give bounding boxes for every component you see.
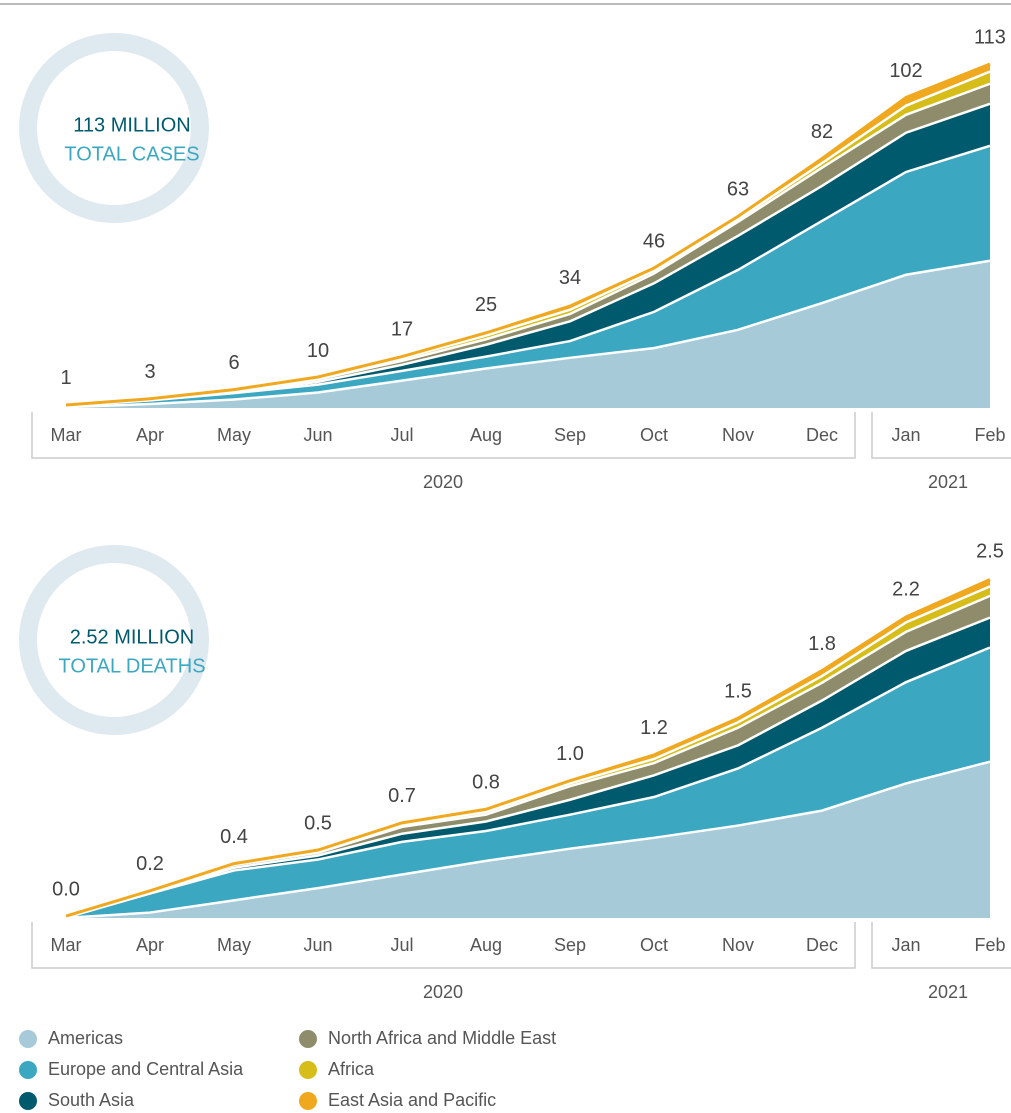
x-tick-label: Jan <box>891 425 920 445</box>
data-label: 25 <box>475 294 497 316</box>
x-group-label: 2020 <box>423 472 463 492</box>
x-tick-label: Jul <box>390 935 413 955</box>
legend-swatch <box>299 1061 317 1079</box>
area-edge <box>65 760 991 920</box>
area <box>66 103 990 406</box>
legend-label: Americas <box>48 1028 123 1048</box>
area-edge <box>65 646 991 919</box>
data-label: 0.4 <box>220 826 248 848</box>
legend-label: North Africa and Middle East <box>328 1028 556 1048</box>
x-tick-label: Feb <box>974 935 1005 955</box>
badge-line: TOTAL CASES <box>64 143 199 165</box>
x-group-bracket <box>871 412 1011 459</box>
x-tick-label: Aug <box>470 425 502 445</box>
badge-line: TOTAL DEATHS <box>58 655 205 677</box>
data-label: 34 <box>559 267 581 289</box>
x-group-bracket <box>31 412 856 459</box>
data-label: 1.2 <box>640 717 668 739</box>
data-label: 46 <box>643 230 665 252</box>
data-label: 3 <box>144 361 155 383</box>
legend-label: East Asia and Pacific <box>328 1090 496 1110</box>
data-label: 2.5 <box>976 540 1004 562</box>
area <box>66 647 990 918</box>
data-label: 102 <box>889 60 922 82</box>
x-tick-label: Jun <box>303 935 332 955</box>
data-label: 1 <box>60 367 71 389</box>
x-tick-label: Apr <box>136 425 164 445</box>
x-group-label: 2021 <box>928 472 968 492</box>
data-label: 2.2 <box>892 579 920 601</box>
data-label: 0.2 <box>136 853 164 875</box>
data-label: 1.5 <box>724 680 752 702</box>
data-label: 6 <box>228 352 239 374</box>
data-label: 1.0 <box>556 743 584 765</box>
data-label: 113 <box>974 27 1006 49</box>
area-edge <box>65 62 991 407</box>
area <box>66 145 990 408</box>
x-tick-label: Aug <box>470 935 502 955</box>
data-label: 63 <box>727 179 749 201</box>
x-tick-label: Nov <box>722 425 754 445</box>
x-tick-label: Dec <box>806 935 838 955</box>
x-tick-label: Jun <box>303 425 332 445</box>
x-tick-label: Mar <box>51 425 82 445</box>
area <box>66 761 990 918</box>
legend-swatch <box>19 1030 37 1048</box>
badge-ring <box>19 33 209 223</box>
data-label: 17 <box>391 319 413 341</box>
x-tick-label: Jan <box>891 935 920 955</box>
badge-line: 113 MILLION <box>73 114 190 136</box>
x-tick-label: Oct <box>640 425 668 445</box>
x-tick-label: Sep <box>554 425 586 445</box>
legend-swatch <box>19 1092 37 1110</box>
x-group-bracket <box>871 922 1011 969</box>
legend-label: Europe and Central Asia <box>48 1059 244 1079</box>
data-label: 0.8 <box>472 772 500 794</box>
area <box>66 260 990 408</box>
x-group-label: 2021 <box>928 982 968 1002</box>
data-label: 82 <box>811 121 833 143</box>
x-group-bracket <box>31 922 856 969</box>
x-tick-label: May <box>217 425 251 445</box>
data-label: 10 <box>307 340 329 362</box>
x-tick-label: Jul <box>390 425 413 445</box>
x-group-label: 2020 <box>423 982 463 1002</box>
x-tick-label: Oct <box>640 935 668 955</box>
legend-swatch <box>299 1092 317 1110</box>
x-tick-label: Mar <box>51 935 82 955</box>
legend-swatch <box>19 1061 37 1079</box>
area-edge <box>65 578 991 918</box>
badge-line: 2.52 MILLION <box>70 626 195 648</box>
x-tick-label: Nov <box>722 935 754 955</box>
data-label: 0.5 <box>304 812 332 834</box>
x-tick-label: May <box>217 935 251 955</box>
data-label: 0.7 <box>388 785 416 807</box>
legend-label: Africa <box>328 1059 375 1079</box>
data-label: 1.8 <box>808 633 836 655</box>
x-tick-label: Dec <box>806 425 838 445</box>
badge-ring <box>19 545 209 735</box>
data-label: 0.0 <box>52 878 80 900</box>
area-edge <box>65 616 991 919</box>
legend-label: South Asia <box>48 1090 135 1110</box>
x-tick-label: Sep <box>554 935 586 955</box>
area-edge <box>65 259 991 409</box>
x-tick-label: Feb <box>974 425 1005 445</box>
legend-swatch <box>299 1030 317 1048</box>
x-tick-label: Apr <box>136 935 164 955</box>
